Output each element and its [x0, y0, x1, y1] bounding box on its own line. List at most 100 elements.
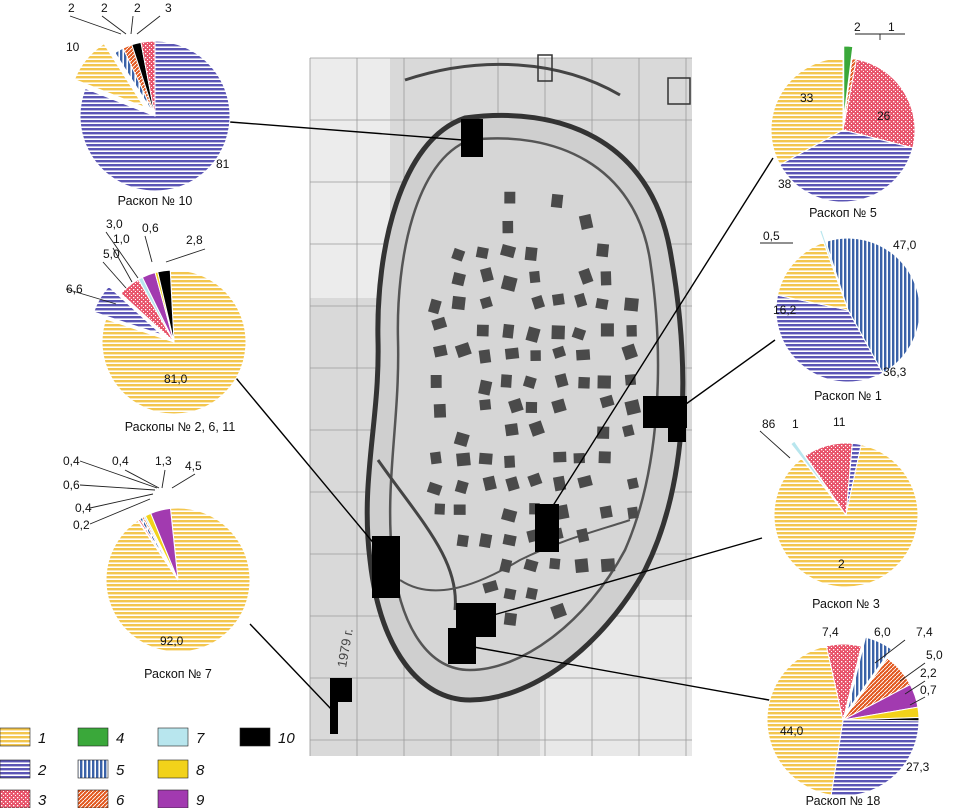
pie-slice-label: 1,3	[155, 454, 172, 468]
pie-chart: 92,0 0,2 0,4 0,6 0,4 0,4 1,3 4,5 Раскоп № 7	[63, 454, 251, 681]
dwelling-pit	[500, 275, 518, 292]
pie-chart: 6,0 7,4 5,0 2,2 0,7 27,3 44,0 7,4 Раскоп № 18	[766, 625, 943, 808]
dwelling-pit	[597, 426, 610, 439]
legend-label: 2	[37, 762, 47, 779]
dwelling-pit	[504, 347, 520, 360]
pie-slice-1	[766, 645, 844, 796]
pie-label-leader	[69, 15, 122, 35]
dwelling-pit	[522, 375, 537, 389]
pie-slice-1	[776, 241, 849, 311]
pie-label-leader	[102, 261, 127, 289]
dwelling-pit	[456, 534, 469, 548]
leader-line-1	[685, 339, 776, 405]
dwelling-pit	[621, 343, 638, 361]
pie-label-leader	[101, 15, 127, 35]
pie-slice-label: 3	[165, 1, 172, 15]
pie-label-leader	[112, 247, 133, 283]
legend-item-1: 1	[0, 727, 46, 747]
dwelling-pit	[504, 455, 516, 468]
site-map: 1979 г.	[309, 54, 692, 756]
legend-swatch	[157, 759, 189, 779]
legend-swatch	[0, 727, 31, 747]
pie-slice-label: 3,0	[106, 217, 123, 231]
pie-label-leader	[124, 469, 160, 489]
dwelling-pit	[553, 451, 567, 463]
legend-swatch	[239, 727, 271, 747]
excavation-1-extension	[668, 420, 686, 442]
pie-slice-2	[93, 285, 163, 336]
pie-chart: 81,0 6,6 5,01,03,0 0,6 2,8 Раскопы № 2, 6, 11	[65, 217, 247, 434]
inner-road	[376, 459, 457, 611]
dwelling-pit	[428, 298, 442, 315]
inner-path	[399, 519, 631, 592]
pie-label-leader	[759, 430, 791, 459]
pie-chart: 81 10 2 2 2 3 Раскоп № 10	[66, 1, 231, 208]
pie-slice-1	[770, 57, 844, 166]
legend-item-5: 5	[77, 759, 125, 779]
legend-label: 8	[196, 762, 205, 779]
dwelling-pit	[505, 476, 520, 492]
dwelling-pit	[554, 373, 569, 388]
ring-inner-wall	[388, 137, 660, 672]
dwelling-pit	[599, 505, 613, 519]
dwelling-pit	[502, 533, 517, 547]
pie-slice-label: 6,0	[874, 625, 891, 639]
pie-slice-label: 2	[134, 1, 141, 15]
dwelling-pit	[476, 324, 489, 337]
pie-slice-label: 5,0	[103, 247, 120, 261]
dwelling-pit	[456, 452, 471, 467]
legend-item-6: 6	[77, 789, 125, 808]
dwelling-pit	[622, 424, 635, 438]
legend-label: 6	[116, 792, 125, 808]
pie-slice-label: 2	[101, 1, 108, 15]
legend: 1 2 3 4 5 6 7 8 9 10	[0, 727, 295, 808]
dwelling-pit	[454, 342, 472, 358]
pie-label-leader	[904, 680, 926, 695]
pie-slice-2	[79, 40, 231, 192]
pie-slice-label: 27,3	[906, 760, 930, 774]
pie-slice-2	[779, 129, 914, 203]
dwelling-pit	[499, 244, 517, 259]
pie-label-leader	[874, 639, 906, 664]
legend-item-9: 9	[157, 789, 205, 808]
dwelling-pit	[578, 376, 590, 389]
dwelling-pit	[530, 350, 541, 362]
pie-label-leader	[79, 484, 156, 491]
legend-item-3: 3	[0, 789, 47, 808]
dwelling-pit	[527, 472, 543, 488]
dwelling-pit	[528, 420, 545, 437]
dwelling-pit	[529, 270, 541, 284]
pie-slice-label: 4,5	[185, 459, 202, 473]
pie-slice-label: 7,4	[916, 625, 933, 639]
pie-slice-label: 1,0	[113, 232, 130, 246]
map-marker	[667, 77, 691, 105]
pie-slice-3	[804, 442, 853, 517]
legend-label: 1	[38, 730, 46, 747]
dwelling-pit	[430, 375, 442, 388]
pie-slice-label: 0,7	[920, 683, 937, 697]
pie-slice-label: 44,0	[780, 724, 804, 738]
dwelling-pit	[503, 587, 517, 601]
pie-slice-3	[825, 643, 862, 721]
legend-item-10: 10	[239, 727, 295, 747]
pie-label-leader	[161, 469, 166, 489]
legend-swatch	[77, 727, 109, 747]
pie-chart: 2 1 26 38 33 Раскоп № 5	[770, 20, 916, 220]
pie-slice-7	[790, 440, 836, 501]
pie-slice-2	[775, 294, 884, 383]
dwelling-pit	[600, 271, 612, 286]
dwelling-pit	[431, 316, 448, 331]
pie-slice-label: 10	[66, 40, 80, 54]
pie-slice-3	[140, 40, 156, 117]
dwelling-pit	[550, 602, 567, 620]
dwelling-pit	[600, 323, 614, 337]
dwelling-pit	[578, 268, 594, 285]
pie-slice-label: 0,2	[73, 518, 90, 532]
dwelling-pit	[624, 374, 637, 386]
dwelling-pit	[453, 504, 466, 515]
dwelling-pit	[502, 220, 514, 234]
dwelling-pit	[599, 394, 615, 409]
dwelling-pit	[479, 267, 494, 283]
